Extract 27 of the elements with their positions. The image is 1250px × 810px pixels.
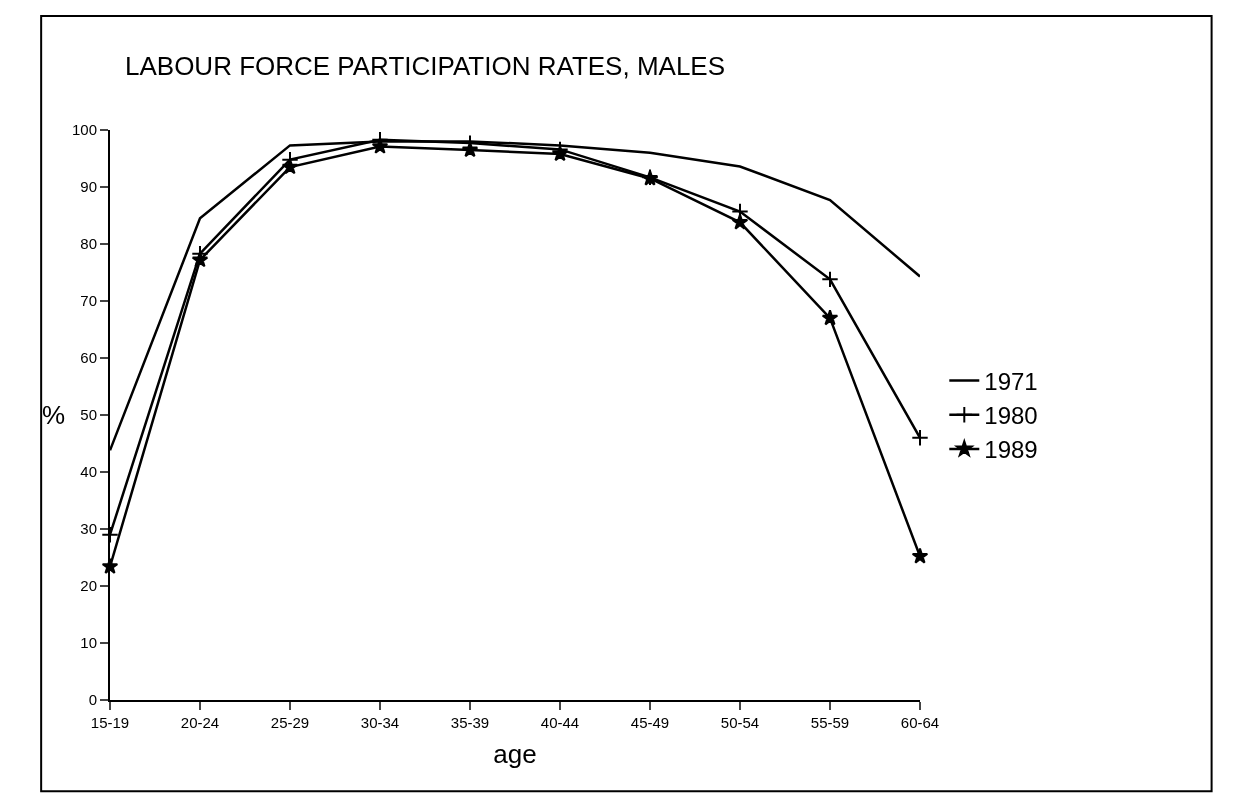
x-tick-label: 40-44 [540, 714, 580, 731]
chart-title: LABOUR FORCE PARTICIPATION RATES, MALES [125, 50, 726, 81]
x-tick-label: 25-29 [270, 714, 310, 731]
legend-label: 1971 [984, 367, 1038, 395]
y-tick-label: 100 [71, 121, 97, 139]
y-tick-label: 70 [80, 292, 97, 310]
y-tick-label: 10 [80, 634, 97, 652]
y-tick-label: 60 [80, 349, 97, 367]
x-tick-label: 60-64 [900, 714, 940, 731]
x-axis-title: age [493, 739, 537, 770]
x-tick-label: 20-24 [180, 714, 220, 731]
x-tick-label: 45-49 [630, 714, 670, 731]
y-tick-label: 20 [80, 577, 97, 595]
x-tick-label: 55-59 [810, 714, 850, 731]
x-tick-label: 15-19 [90, 714, 130, 731]
y-tick-label: 50 [80, 406, 97, 424]
legend-label: 1980 [984, 402, 1038, 430]
x-tick-label: 35-39 [450, 714, 490, 731]
y-tick-label: 30 [80, 520, 97, 538]
y-axis-title: % [42, 400, 66, 430]
x-tick-label: 50-54 [720, 714, 760, 731]
y-tick-label: 80 [80, 235, 97, 253]
y-tick-label: 0 [88, 691, 97, 709]
x-tick-label: 30-34 [360, 714, 400, 731]
legend-label: 1989 [984, 436, 1038, 464]
y-tick-label: 40 [80, 463, 97, 481]
y-tick-label: 90 [80, 178, 97, 196]
